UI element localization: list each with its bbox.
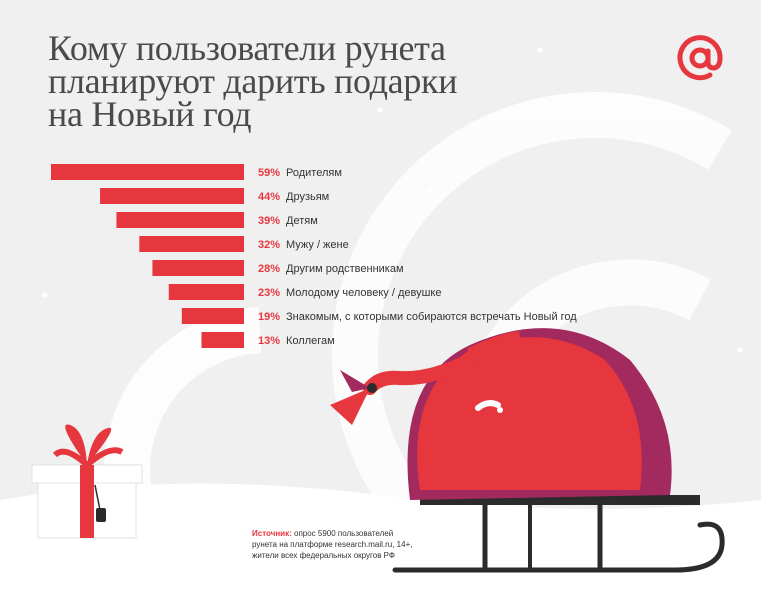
bar-category-label-8: Коллегам (286, 335, 335, 347)
bar-value-label-1: 59% (258, 167, 280, 179)
bar-value-label-6: 23% (258, 287, 280, 299)
santa-sack-icon (330, 328, 672, 500)
bar-category-label-6: Молодому человеку / девушке (286, 287, 441, 299)
source-text: опрос 5900 пользователей (291, 529, 394, 538)
bar-7 (181, 308, 244, 324)
bar-category-label-4: Мужу / жене (286, 239, 349, 251)
bar-value-label-8: 13% (258, 335, 280, 347)
bar-value-label-2: 44% (258, 191, 280, 203)
bar-1 (51, 164, 244, 180)
bar-2 (100, 188, 244, 204)
bar-value-label-4: 32% (258, 239, 280, 251)
bar-4 (139, 236, 244, 252)
bar-3 (116, 212, 244, 228)
title-line-2: планируют дарить подарки (48, 61, 458, 101)
at-sign-logo-icon (677, 35, 723, 81)
source-note: Источник: опрос 5900 пользователей рунет… (252, 528, 482, 561)
title-line-3: на Новый год (48, 94, 252, 134)
bar-category-label-5: Другим родственникам (286, 263, 404, 275)
bar-6 (168, 284, 244, 300)
gift-box-icon (31, 424, 143, 539)
source-label: Источник: (252, 529, 292, 538)
bar-category-label-7: Знакомым, с которыми собираются встречат… (286, 311, 577, 323)
decor-arc-large (331, 91, 732, 580)
source-line-2: рунета на платформе research.mail.ru, 14… (252, 540, 413, 549)
page-title: Кому пользователи рунета планируют дарит… (48, 28, 608, 134)
bar-value-label-7: 19% (258, 311, 280, 323)
bar-value-label-3: 39% (258, 215, 280, 227)
bar-value-label-5: 28% (258, 263, 280, 275)
title-line-1: Кому пользователи рунета (48, 28, 446, 68)
bar-category-label-3: Детям (286, 215, 318, 227)
bar-category-label-2: Друзьям (286, 191, 329, 203)
bar-5 (152, 260, 244, 276)
bar-8 (201, 332, 244, 348)
bar-category-label-1: Родителям (286, 167, 342, 179)
sleigh-icon (392, 497, 725, 573)
source-line-3: жители всех федеральных округов РФ (252, 551, 395, 560)
